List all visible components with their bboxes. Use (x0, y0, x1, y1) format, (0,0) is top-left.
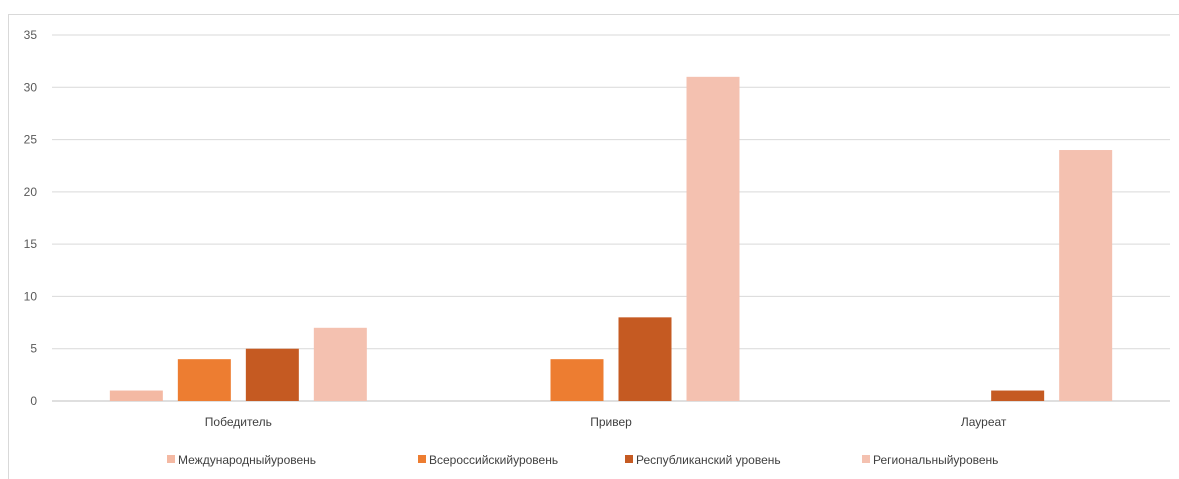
x-tick-label: Лауреат (961, 415, 1007, 429)
bars (109, 76, 1113, 401)
y-tick-label: 15 (24, 237, 38, 251)
legend-label: Республиканский уровень (636, 453, 781, 467)
bar (618, 317, 672, 401)
bar (550, 359, 604, 401)
y-tick-label: 25 (24, 133, 38, 147)
bar (109, 390, 163, 401)
legend-swatch (418, 455, 426, 463)
y-axis: 0 5 10 15 20 25 30 35 (24, 28, 38, 408)
bar (313, 327, 367, 401)
y-tick-label: 20 (24, 185, 38, 199)
legend-swatch (862, 455, 870, 463)
x-tick-label: Победитель (205, 415, 272, 429)
gridlines (52, 34, 1170, 402)
bar (991, 390, 1045, 401)
legend-label: Всероссийскийуровень (429, 453, 558, 467)
y-tick-label: 5 (30, 342, 37, 356)
x-axis: Победитель Привер Лауреат (205, 415, 1007, 429)
bar (1059, 150, 1113, 401)
y-tick-label: 10 (24, 289, 38, 303)
bar (245, 348, 299, 401)
legend-swatch (167, 455, 175, 463)
legend: Международныйуровень Всероссийскийуровень… (167, 453, 998, 467)
y-tick-label: 35 (24, 28, 38, 42)
x-tick-label: Привер (590, 415, 632, 429)
bar (177, 359, 231, 401)
legend-label: Региональныйуровень (873, 453, 998, 467)
y-tick-label: 0 (30, 394, 37, 408)
legend-label: Международныйуровень (178, 453, 316, 467)
y-tick-label: 30 (24, 80, 38, 94)
legend-swatch (625, 455, 633, 463)
bar (686, 76, 740, 401)
chart-frame (8, 14, 1179, 479)
